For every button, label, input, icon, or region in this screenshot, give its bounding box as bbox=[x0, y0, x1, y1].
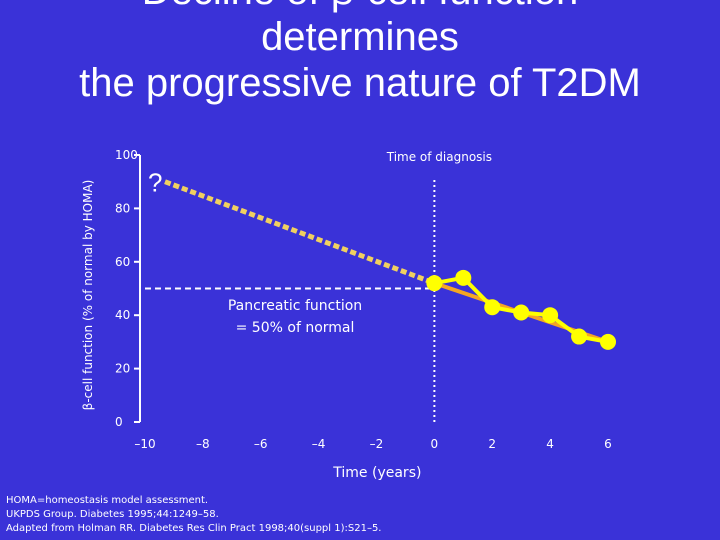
slide-title: Decline of β-cell function determines th… bbox=[0, 0, 720, 106]
x-tick-label-5: 0 bbox=[431, 437, 439, 451]
x-tick-label-4: –2 bbox=[370, 437, 384, 451]
title-line-2: determines bbox=[261, 15, 459, 59]
x-tick-label-1: –8 bbox=[196, 437, 210, 451]
data-point-0 bbox=[426, 275, 443, 292]
x-tick-label-8: 6 bbox=[604, 437, 612, 451]
footnote-3: Adapted from Holman RR. Diabetes Res Cli… bbox=[6, 523, 382, 534]
y-tick-label-40: 40 bbox=[115, 308, 130, 322]
x-tick-label-3: –4 bbox=[312, 437, 326, 451]
data-point-1 bbox=[455, 269, 472, 286]
y-tick-label-60: 60 bbox=[115, 255, 130, 269]
footnotes: HOMA=homeostasis model assessment. UKPDS… bbox=[6, 494, 381, 536]
x-axis-label: Time (years) bbox=[332, 465, 421, 481]
data-point-5 bbox=[571, 328, 588, 345]
y-tick-label-0: 0 bbox=[115, 415, 123, 429]
annotation-line-2: = 50% of normal bbox=[236, 320, 355, 336]
footnote-1: HOMA=homeostasis model assessment. bbox=[6, 495, 209, 506]
footnote-2: UKPDS Group. Diabetes 1995;44:1249–58. bbox=[6, 509, 219, 520]
x-tick-label-0: –10 bbox=[134, 437, 155, 451]
title-line-1: Decline of β-cell function bbox=[0, 0, 720, 14]
data-point-4 bbox=[542, 307, 559, 324]
x-tick-label-2: –6 bbox=[254, 437, 268, 451]
y-tick-label-80: 80 bbox=[115, 201, 130, 215]
diagnosis-label: Time of diagnosis bbox=[386, 150, 492, 164]
title-line-3: the progressive nature of T2DM bbox=[79, 61, 641, 105]
x-tick-label-7: 4 bbox=[546, 437, 554, 451]
y-tick-label-100: 100 bbox=[115, 148, 138, 162]
annotation-line-1: Pancreatic function bbox=[228, 298, 362, 314]
data-point-2 bbox=[484, 299, 501, 316]
x-tick-label-6: 2 bbox=[488, 437, 496, 451]
extrapolation-line bbox=[164, 179, 436, 286]
data-point-6 bbox=[600, 333, 616, 350]
data-point-3 bbox=[513, 304, 530, 321]
unknown-marker: ? bbox=[148, 168, 162, 198]
y-tick-label-20: 20 bbox=[115, 362, 130, 376]
